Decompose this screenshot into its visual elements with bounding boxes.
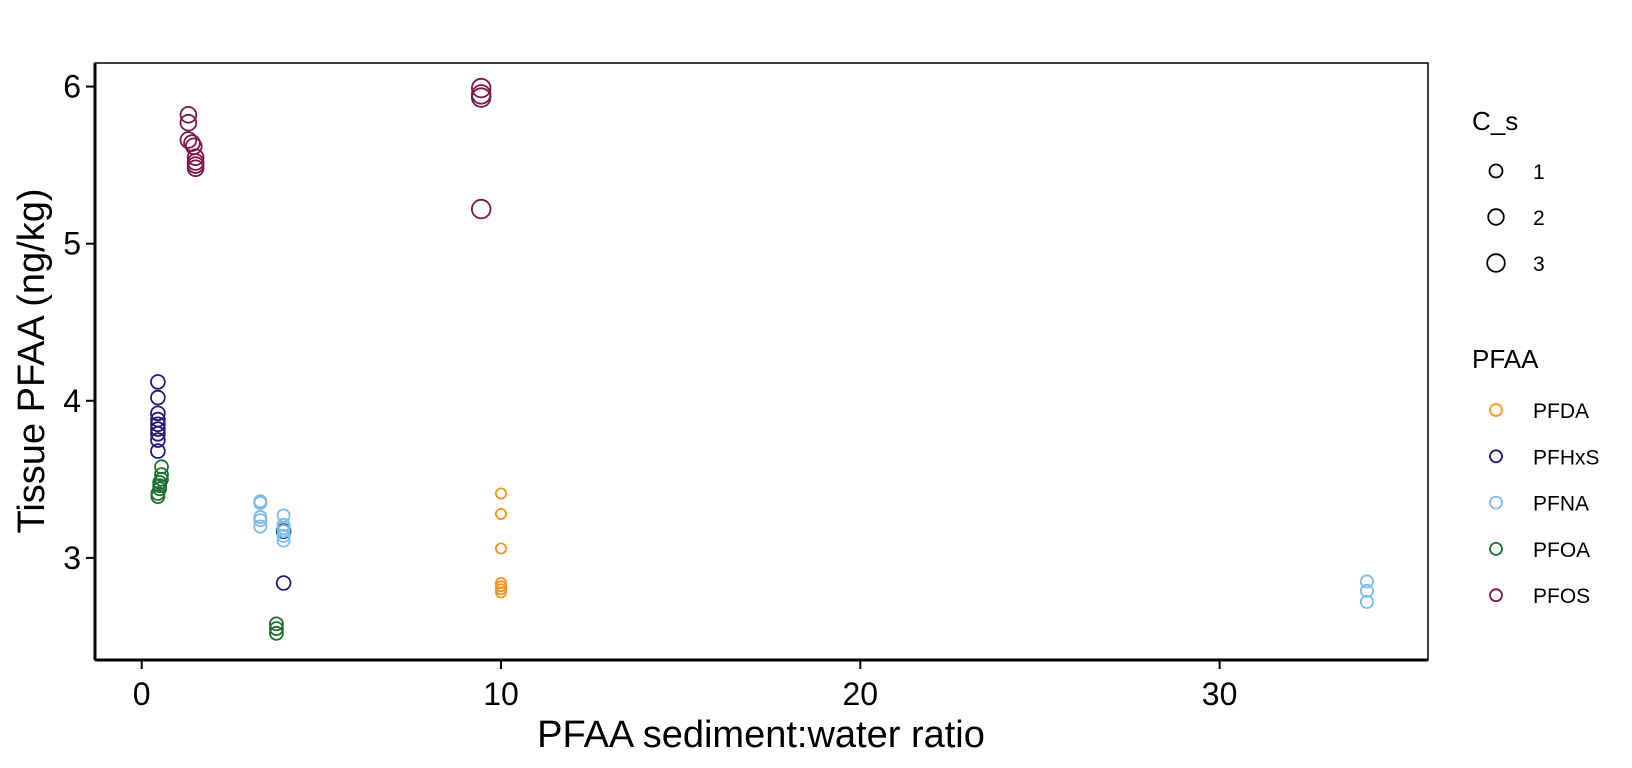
size-legend-key bbox=[1486, 253, 1506, 273]
data-point-pfoa bbox=[154, 467, 169, 483]
data-point-pfos bbox=[179, 113, 198, 132]
x-tick-label: 10 bbox=[483, 676, 519, 712]
y-axis-title: Tissue PFAA (ng/kg) bbox=[11, 189, 53, 534]
color-legend-label: PFNA bbox=[1533, 493, 1589, 516]
data-point-pfna bbox=[253, 495, 268, 510]
color-legend-label: PFOS bbox=[1533, 585, 1590, 608]
y-axis-ticks: 3 4 5 6 bbox=[63, 69, 95, 576]
color-legend: PFAA PFDA PFHxS PFNA PFOA PFOS bbox=[1472, 344, 1600, 608]
color-legend-key bbox=[1489, 495, 1503, 510]
y-tick-label: 6 bbox=[63, 69, 81, 105]
data-point-pfoa bbox=[150, 489, 166, 505]
color-legend-key bbox=[1489, 449, 1503, 464]
data-point-pfoa bbox=[268, 621, 284, 636]
size-legend-key bbox=[1488, 163, 1504, 179]
data-point-pfhxs bbox=[150, 374, 166, 390]
data-point-pfos bbox=[186, 159, 205, 178]
color-legend-label: PFOA bbox=[1533, 539, 1590, 562]
size-legend-title: C_s bbox=[1472, 106, 1518, 136]
data-point-pfhxs bbox=[150, 405, 166, 422]
size-legend: C_s 1 2 3 bbox=[1472, 106, 1545, 276]
data-point-pfhxs bbox=[275, 575, 292, 591]
data-point-pfna bbox=[1359, 583, 1374, 598]
size-legend-label: 1 bbox=[1533, 161, 1545, 184]
data-point-pfos bbox=[471, 87, 492, 108]
x-tick-label: 20 bbox=[843, 676, 879, 712]
data-point-pfna bbox=[253, 519, 268, 534]
data-point-pfos bbox=[471, 77, 492, 99]
data-point-pfhxs bbox=[150, 421, 166, 437]
data-point-pfna bbox=[1359, 574, 1374, 589]
data-point-pfda bbox=[494, 586, 507, 599]
size-legend-label: 3 bbox=[1533, 253, 1545, 276]
y-tick-label: 3 bbox=[63, 540, 81, 576]
data-point-pfhxs bbox=[150, 425, 166, 442]
data-point-pfos bbox=[471, 198, 492, 220]
data-point-pfoa bbox=[268, 616, 284, 632]
data-point-pfna bbox=[253, 513, 268, 528]
color-legend-title: PFAA bbox=[1472, 344, 1539, 374]
color-legend-label: PFDA bbox=[1533, 400, 1589, 423]
data-point-pfos bbox=[186, 148, 205, 167]
color-legend-key bbox=[1489, 403, 1503, 417]
data-point-pfoa bbox=[268, 625, 284, 641]
color-legend-label: PFHxS bbox=[1533, 446, 1600, 469]
data-point-pfda bbox=[494, 507, 507, 520]
data-point-pfos bbox=[179, 131, 198, 149]
y-tick-label: 5 bbox=[63, 226, 81, 262]
plot-panel bbox=[94, 62, 1429, 661]
data-point-pfhxs bbox=[150, 389, 166, 406]
data-point-pfhxs bbox=[150, 416, 166, 433]
x-axis-title: PFAA sediment:water ratio bbox=[537, 714, 985, 756]
data-point-pfda bbox=[494, 542, 507, 555]
x-axis-ticks: 0 10 20 30 bbox=[133, 660, 1238, 712]
data-point-pfna bbox=[276, 524, 291, 539]
data-point-pfhxs bbox=[150, 443, 166, 459]
x-tick-label: 30 bbox=[1202, 676, 1238, 712]
size-legend-key bbox=[1487, 208, 1505, 226]
data-point-pfna bbox=[276, 533, 291, 548]
color-legend-key bbox=[1489, 588, 1503, 603]
data-point-pfos bbox=[179, 106, 198, 124]
data-point-pfhxs bbox=[150, 432, 166, 448]
size-legend-label: 2 bbox=[1533, 207, 1545, 230]
x-tick-label: 0 bbox=[133, 676, 151, 712]
y-tick-label: 4 bbox=[63, 383, 81, 419]
color-legend-key bbox=[1489, 542, 1503, 556]
data-points bbox=[150, 77, 1374, 641]
data-point-pfda bbox=[494, 487, 507, 500]
data-point-pfna bbox=[1359, 594, 1374, 609]
data-point-pfna bbox=[276, 528, 291, 543]
